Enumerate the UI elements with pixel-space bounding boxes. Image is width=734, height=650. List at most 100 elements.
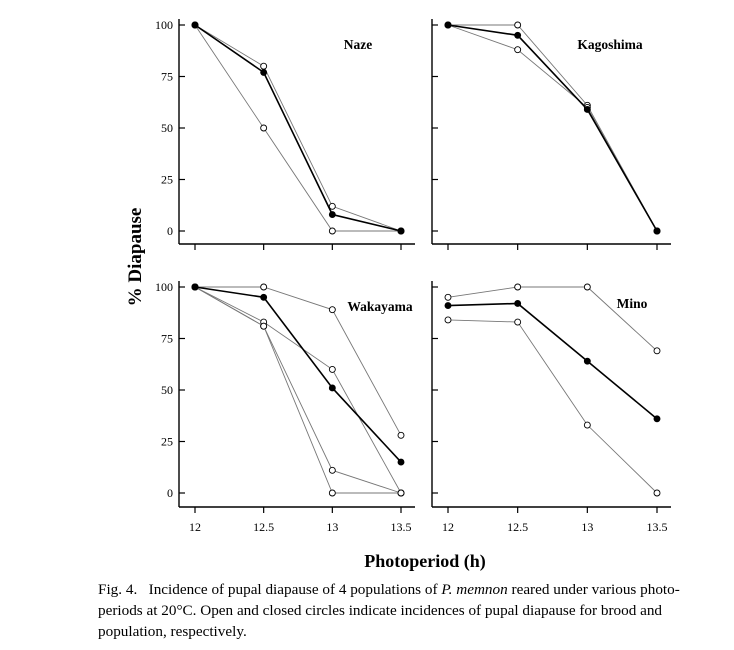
series-line — [194, 24, 402, 232]
data-point — [260, 62, 268, 70]
x-axis-label: Photoperiod (h) — [364, 551, 486, 572]
y-tick-label: 0 — [167, 486, 173, 500]
series-line — [447, 319, 658, 494]
x-tick-label: 13.5 — [391, 520, 412, 534]
data-point — [514, 300, 522, 307]
series-naze-1 — [191, 21, 405, 235]
data-point — [444, 21, 452, 29]
data-point — [397, 431, 405, 439]
data-point — [514, 283, 522, 291]
data-point — [514, 21, 522, 29]
panel-mino: Mino — [431, 281, 671, 513]
data-point — [514, 318, 522, 326]
panel-title-mino: Mino — [617, 296, 648, 311]
panel-title-wakayama: Wakayama — [347, 299, 413, 314]
panel-naze: 0 25 50 75 100 Naze — [155, 18, 415, 250]
data-point — [260, 68, 268, 76]
data-point — [260, 293, 268, 301]
series-wakayama-3 — [191, 283, 405, 497]
data-point — [514, 31, 522, 39]
series-naze-3 — [191, 21, 405, 235]
y-tick-label: 50 — [161, 121, 173, 135]
data-point — [444, 302, 452, 309]
data-point — [328, 306, 336, 314]
data-point — [653, 347, 661, 355]
data-point — [328, 384, 336, 392]
data-point — [444, 316, 452, 324]
series-line — [448, 24, 658, 232]
series-line — [195, 286, 402, 436]
data-point — [583, 357, 591, 365]
panel-title-naze: Naze — [344, 37, 372, 52]
series-line — [194, 286, 402, 463]
data-point — [583, 283, 591, 291]
series-line — [194, 24, 402, 232]
data-point — [653, 415, 661, 423]
data-point — [397, 458, 405, 466]
series-line — [194, 286, 402, 494]
panels: 0 25 50 75 100 Naze Kagoshima 0 25 50 75 100 Wakayam… — [155, 18, 671, 513]
y-tick-label: 25 — [161, 435, 173, 449]
caption-text-before: Incidence of pupal diapause of 4 populat… — [148, 581, 438, 598]
panel-kagoshima: Kagoshima — [431, 19, 671, 250]
series-line — [194, 286, 402, 494]
caption-species: P. memnon — [441, 581, 508, 598]
data-point — [653, 489, 661, 497]
series-line — [447, 24, 658, 232]
x-tick-label: 13 — [581, 520, 593, 534]
data-point — [328, 489, 336, 497]
series-mino-2 — [444, 316, 661, 497]
x-tick-label: 13.5 — [647, 520, 668, 534]
panel-title-kagoshima: Kagoshima — [577, 37, 643, 52]
data-point — [444, 293, 452, 301]
x-tick-label: 12 — [442, 520, 454, 534]
caption-text-after: reared under various photo-periods at 20… — [98, 581, 680, 640]
series-line — [447, 302, 658, 420]
y-tick-label: 75 — [161, 332, 173, 346]
x-tick-label: 12.5 — [253, 520, 274, 534]
data-point — [260, 124, 268, 132]
series-wakayama-4 — [191, 283, 405, 497]
data-point — [653, 227, 661, 235]
series-kagoshima-1 — [444, 21, 661, 235]
series-wakayama-5 — [191, 283, 405, 466]
y-tick-label: 0 — [167, 224, 173, 238]
figure-caption: Fig. 4. Incidence of pupal diapause of 4… — [98, 579, 718, 642]
panel-wakayama: 0 25 50 75 100 Wakayama — [155, 280, 415, 513]
y-tick-label: 100 — [155, 18, 173, 32]
data-point — [397, 489, 405, 497]
series-kagoshima-2 — [444, 21, 661, 235]
y-tick-label: 25 — [161, 173, 173, 187]
series-line — [194, 24, 401, 232]
data-point — [328, 227, 336, 235]
series-mino-1 — [444, 283, 661, 355]
data-point — [328, 365, 336, 373]
series-kagoshima-3 — [444, 21, 661, 235]
x-tick-label: 12 — [189, 520, 201, 534]
data-point — [260, 283, 268, 291]
x-tick-labels: 12 12.5 13 13.5 12 12.5 13 13.5 — [189, 520, 668, 534]
data-point — [191, 283, 199, 291]
data-point — [397, 227, 405, 235]
data-point — [328, 211, 336, 218]
y-tick-label: 100 — [155, 280, 173, 294]
y-axis-label: % Diapause — [125, 208, 146, 307]
data-point — [260, 322, 268, 330]
data-point — [328, 202, 336, 210]
series-line — [447, 24, 658, 232]
x-tick-label: 12.5 — [507, 520, 528, 534]
series-mino-3 — [444, 300, 661, 423]
x-tick-label: 13 — [326, 520, 338, 534]
series-line — [447, 286, 658, 352]
data-point — [583, 106, 591, 113]
y-tick-label: 75 — [161, 70, 173, 84]
series-wakayama-2 — [191, 283, 405, 497]
data-point — [191, 21, 199, 29]
caption-label: Fig. 4. — [98, 581, 138, 598]
y-tick-label: 50 — [161, 383, 173, 397]
data-point — [583, 421, 591, 429]
data-point — [514, 46, 522, 54]
series-naze-2 — [191, 21, 405, 235]
series-line — [194, 286, 401, 494]
